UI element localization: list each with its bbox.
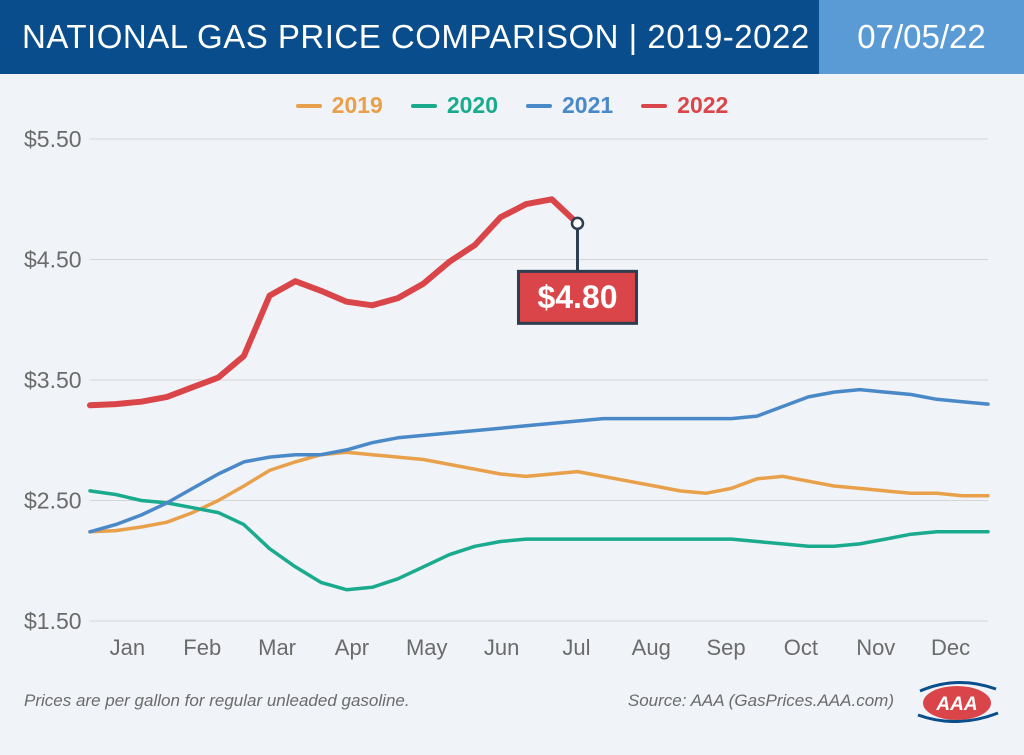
y-axis-label: $3.50	[24, 367, 82, 393]
x-axis-label: Nov	[856, 635, 895, 660]
footer-note: Prices are per gallon for regular unlead…	[24, 691, 628, 711]
y-axis-label: $4.50	[24, 247, 82, 273]
logo-text: AAA	[935, 694, 977, 715]
x-axis-label: Oct	[784, 635, 818, 660]
chart-container: NATIONAL GAS PRICE COMPARISON | 2019-202…	[0, 0, 1024, 755]
x-axis-label: Aug	[632, 635, 671, 660]
legend-swatch	[411, 104, 437, 108]
legend-swatch	[526, 104, 552, 108]
legend-label: 2020	[447, 92, 498, 119]
callout-value: $4.80	[537, 279, 617, 315]
legend-label: 2021	[562, 92, 613, 119]
legend-item: 2021	[526, 92, 613, 119]
line-chart: $1.50 $2.50 $3.50 $4.50 $5.50 Jan Feb Mar Apr May…	[20, 129, 1004, 669]
x-axis-label: Mar	[258, 635, 296, 660]
aaa-logo: AAA	[914, 679, 1000, 723]
series-2020	[90, 491, 988, 590]
legend-swatch	[641, 104, 667, 108]
legend-label: 2022	[677, 92, 728, 119]
series-2019	[90, 452, 988, 532]
y-axis-label: $2.50	[24, 488, 82, 514]
x-axis-label: Jul	[562, 635, 590, 660]
x-axis-label: Apr	[335, 635, 369, 660]
x-axis-label: Dec	[931, 635, 970, 660]
legend-item: 2019	[296, 92, 383, 119]
chart-title: NATIONAL GAS PRICE COMPARISON | 2019-202…	[0, 0, 819, 74]
callout-dot	[572, 218, 583, 229]
chart-date: 07/05/22	[819, 0, 1024, 74]
x-axis-label: Jan	[110, 635, 145, 660]
x-axis-label: Jun	[484, 635, 519, 660]
aaa-logo-svg: AAA	[914, 679, 1000, 723]
series-2022	[90, 199, 578, 405]
footer: Prices are per gallon for regular unlead…	[0, 669, 1024, 723]
y-axis-label: $5.50	[24, 129, 82, 152]
legend-label: 2019	[332, 92, 383, 119]
x-axis-label: Sep	[707, 635, 746, 660]
legend-item: 2020	[411, 92, 498, 119]
footer-source: Source: AAA (GasPrices.AAA.com)	[628, 691, 894, 711]
legend-swatch	[296, 104, 322, 108]
legend-item: 2022	[641, 92, 728, 119]
x-axis-label: Feb	[183, 635, 221, 660]
legend: 2019 2020 2021 2022	[0, 74, 1024, 129]
series-2021	[90, 390, 988, 532]
x-axis-label: May	[406, 635, 448, 660]
chart-area: $1.50 $2.50 $3.50 $4.50 $5.50 Jan Feb Mar Apr May…	[20, 129, 1004, 669]
header-bar: NATIONAL GAS PRICE COMPARISON | 2019-202…	[0, 0, 1024, 74]
y-axis-label: $1.50	[24, 608, 82, 634]
